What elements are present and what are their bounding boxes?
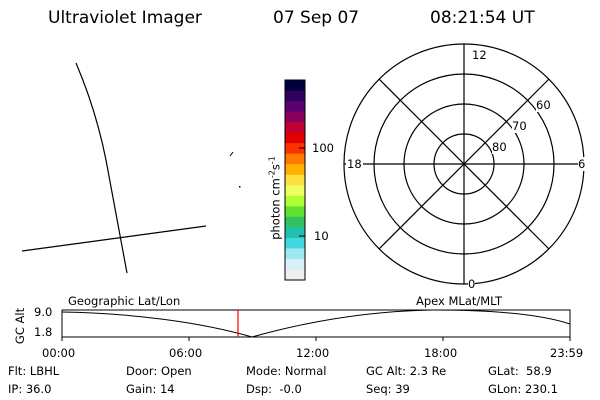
grid-fragment	[229, 151, 234, 157]
x-tick-1200: 12:00	[296, 346, 330, 360]
colorbar-segment	[285, 122, 305, 134]
colorbar-segment	[285, 132, 305, 144]
colorbar-segment	[285, 248, 305, 260]
y-tick-1-8: 1.8	[34, 325, 53, 339]
colorbar-segment	[285, 111, 305, 123]
app-title: Ultraviolet Imager	[48, 8, 202, 28]
filter-readout: Flt: LBHL	[8, 364, 60, 378]
colorbar-tick-10: 10	[314, 229, 329, 243]
colorbar-segment	[285, 258, 305, 271]
mlt-12-label: 12	[471, 48, 488, 62]
colorbar-segment	[285, 143, 305, 155]
x-tick-1800: 18:00	[424, 346, 458, 360]
colorbar-segment	[285, 237, 305, 250]
apex-label: Apex MLat/MLT	[416, 294, 503, 308]
seq-readout: Seq: 39	[366, 382, 410, 396]
mlt-18-label: 18	[346, 157, 363, 171]
altitude-curve	[61, 309, 571, 338]
x-tick-2359: 23:59	[550, 346, 584, 360]
door-readout: Door: Open	[126, 364, 192, 378]
colorbar-segment	[285, 153, 305, 165]
gain-readout: Gain: 14	[126, 382, 175, 396]
colorbar-segment	[285, 164, 305, 176]
colorbar-segment	[285, 185, 305, 197]
parallel-line	[21, 225, 207, 252]
colorbar-segment	[285, 195, 305, 207]
x-tick-0600: 06:00	[169, 346, 203, 360]
colorbar-segment	[285, 227, 305, 239]
mlt-6-label: 6	[578, 157, 586, 171]
mlt-0-label: 0	[468, 277, 476, 291]
colorbar-tick-100: 100	[312, 141, 334, 155]
time-label: 08:21:54 UT	[430, 8, 535, 28]
mlat-70-label: 70	[512, 119, 527, 133]
glat-readout: GLat: 58.9	[488, 364, 552, 378]
mlat-60-label: 60	[536, 98, 551, 112]
colorbar-segment	[285, 216, 305, 228]
y-tick-9: 9.0	[34, 305, 53, 319]
colorbar-segment	[285, 90, 305, 102]
colorbar-segment	[285, 101, 305, 113]
ip-readout: IP: 36.0	[8, 382, 52, 396]
mlat-80-label: 80	[492, 140, 507, 154]
polar-diagonal-2	[378, 78, 550, 250]
grid-dot	[239, 186, 241, 188]
mode-readout: Mode: Normal	[246, 364, 327, 378]
x-tick-0000: 00:00	[42, 346, 76, 360]
colorbar-segment	[285, 206, 305, 218]
dsp-readout: Dsp: -0.0	[246, 382, 302, 396]
colorbar-segment	[285, 269, 305, 281]
colorbar-segment	[285, 174, 305, 186]
glon-readout: GLon: 230.1	[488, 382, 558, 396]
gc-alt-readout: GC Alt: 2.3 Re	[366, 364, 447, 378]
colorbar-segment	[285, 80, 305, 92]
geographic-label: Geographic Lat/Lon	[68, 294, 181, 308]
date-label: 07 Sep 07	[273, 8, 360, 28]
